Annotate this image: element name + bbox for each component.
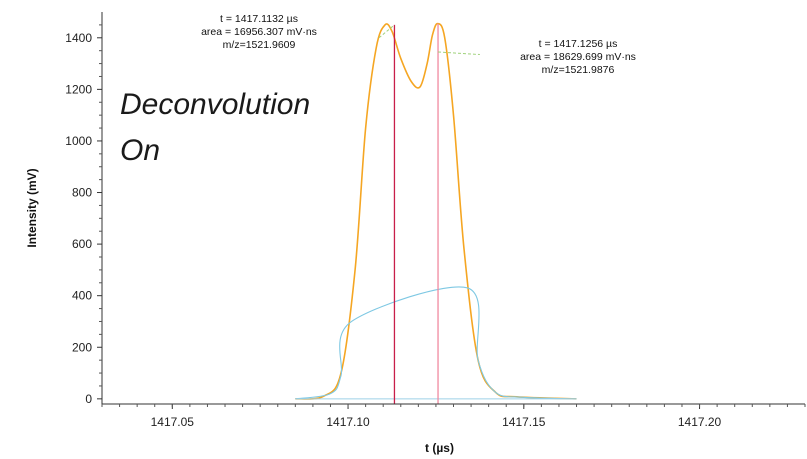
annotation-line: m/z=1521.9609: [223, 39, 296, 51]
y-tick-label: 0: [85, 392, 92, 406]
annotation-line: t = 1417.1132 µs: [220, 13, 298, 25]
annotation-leader-0: [378, 24, 395, 39]
x-tick-label: 1417.15: [502, 415, 546, 429]
annotation-line: m/z=1521.9876: [542, 64, 615, 76]
x-tick-label: 1417.10: [326, 415, 370, 429]
x-tick-label: 1417.20: [678, 415, 722, 429]
annotation-leader-1: [438, 51, 480, 56]
plot-marks: [295, 22, 577, 404]
annotation-line: t = 1417.1256 µs: [539, 38, 618, 50]
y-tick-label: 1200: [65, 82, 92, 96]
deconvolution-state-label: On: [120, 134, 160, 167]
y-tick-label: 200: [72, 340, 92, 354]
axes: 0 200 400 600 800 1000 1200 1400 1417.05 1417.10 1…: [65, 12, 806, 429]
annotation-line: area = 18629.699 mV·ns: [520, 51, 636, 63]
y-tick-label: 1400: [65, 31, 92, 45]
y-tick-label: 800: [72, 186, 92, 200]
series-line-1: [295, 286, 577, 400]
x-axis-label: t (µs): [425, 441, 454, 455]
y-tick-label: 400: [72, 289, 92, 303]
y-tick-label: 1000: [65, 134, 92, 148]
x-tick-label: 1417.05: [151, 415, 195, 429]
y-axis-label: Intensity (mV): [25, 168, 39, 247]
y-tick-label: 600: [72, 237, 92, 251]
annotation-line: area = 16956.307 mV·ns: [201, 26, 317, 38]
series-line-0: [295, 22, 577, 400]
deconvolution-label: Deconvolution: [120, 88, 310, 121]
